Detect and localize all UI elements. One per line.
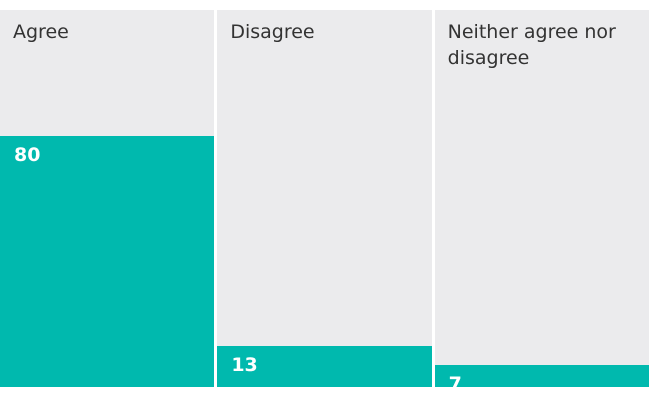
category-label: Disagree: [230, 21, 315, 43]
category-label: Neither agree nor disagree: [447, 21, 616, 69]
category-panel: Neither agree nor disagree 7: [434, 10, 649, 395]
category-panel: Agree 80: [0, 10, 215, 387]
category-panel: Disagree 13: [217, 10, 432, 387]
bar-value-label: 7: [448, 373, 462, 395]
bar: 13: [217, 346, 432, 387]
bar-chart: Agree 80 Disagree 13 Neither agree nor disag…: [0, 10, 649, 395]
bar-value-label: 80: [14, 143, 41, 166]
bar: 80: [0, 135, 215, 387]
category-label: Agree: [13, 21, 69, 43]
bar-value-label: 13: [231, 354, 258, 377]
bar: 7: [434, 365, 649, 395]
